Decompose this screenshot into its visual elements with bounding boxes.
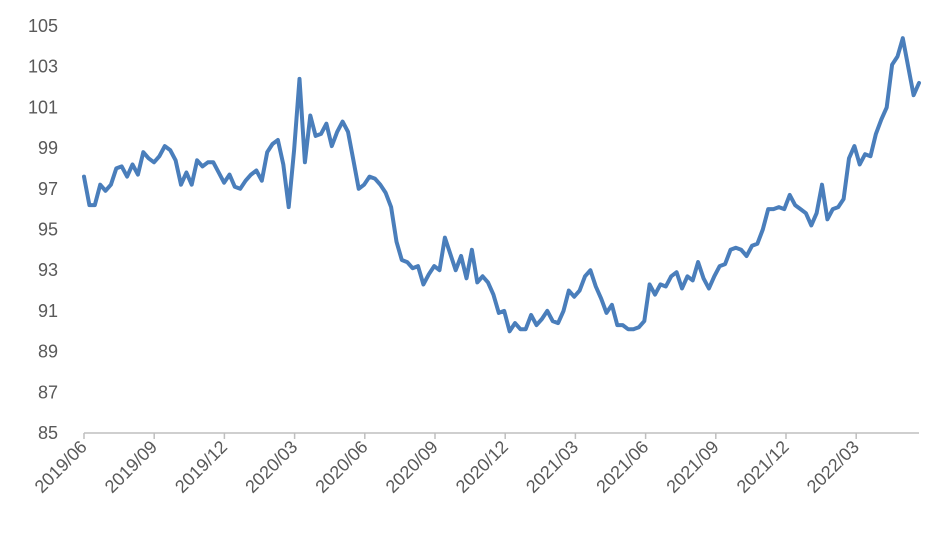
x-tick-label: 2020/06 (311, 437, 371, 497)
y-tick-label: 101 (28, 97, 58, 117)
x-tick-label: 2020/12 (452, 437, 512, 497)
y-tick-label: 105 (28, 16, 58, 36)
y-tick-label: 89 (38, 342, 58, 362)
y-tick-label: 93 (38, 260, 58, 280)
x-tick-label: 2019/06 (31, 437, 91, 497)
x-tick-label: 2019/12 (171, 437, 231, 497)
y-tick-label: 85 (38, 423, 58, 443)
y-tick-label: 97 (38, 179, 58, 199)
x-tick-label: 2021/03 (522, 437, 582, 497)
y-tick-label: 95 (38, 220, 58, 240)
x-axis-tick-marks (83, 433, 857, 439)
x-tick-label: 2021/12 (733, 437, 793, 497)
y-tick-label: 99 (38, 138, 58, 158)
x-tick-label: 2020/09 (382, 437, 442, 497)
x-tick-label: 2019/09 (101, 437, 161, 497)
y-axis-tick-labels: 85 87 89 91 93 95 97 99 101 103 105 (28, 16, 58, 443)
y-tick-label: 87 (38, 382, 58, 402)
x-tick-label: 2021/09 (662, 437, 722, 497)
y-tick-label: 103 (28, 57, 58, 77)
x-tick-label: 2022/03 (803, 437, 863, 497)
series-group (82, 36, 921, 334)
series-line (82, 36, 921, 334)
x-axis-tick-labels: 2019/06 2019/09 2019/12 2020/03 2020/06 2020/… (31, 437, 863, 497)
y-tick-label: 91 (38, 301, 58, 321)
x-tick-label: 2020/03 (241, 437, 301, 497)
x-tick-label: 2021/06 (592, 437, 652, 497)
